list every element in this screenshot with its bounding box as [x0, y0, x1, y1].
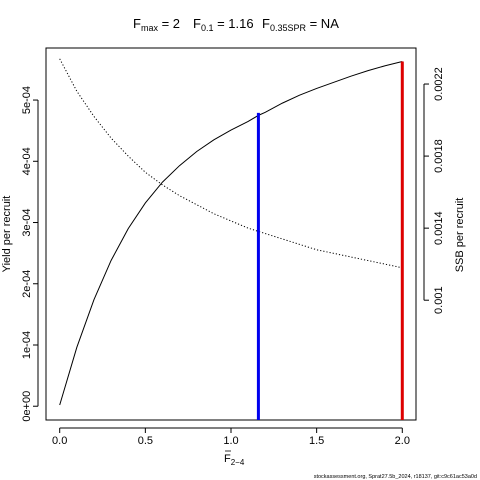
y-axis-label: Yield per recruit: [1, 196, 13, 273]
y-axis-left: 0e+00 1e-04 2e-04 3e-04 4e-04 5e-04: [21, 86, 39, 422]
title-f01: F0.1 = 1.16: [193, 16, 254, 33]
y-axis-right: 0.001 0.0014 0.0018 0.0022: [423, 67, 445, 314]
series-line-ssb-per-recruit: [59, 58, 403, 269]
x-tick-label: 1.5: [309, 435, 324, 447]
x-tick-label: 1.0: [223, 435, 238, 447]
x-axis: 0.0 0.5 1.0 1.5 2.0: [52, 427, 410, 447]
series-line-yield-per-recruit: [59, 60, 403, 406]
plot-area: [59, 58, 404, 420]
title-f035spr: F0.35SPR = NA: [262, 16, 339, 33]
chart-title: Fmax = 2 F0.1 = 1.16 F0.35SPR = NA: [133, 16, 339, 33]
x-tick-label: 0.5: [138, 435, 153, 447]
xlabel-text: F2−4: [224, 453, 245, 467]
x-tick-label: 0.0: [52, 435, 67, 447]
x-tick-label: 2.0: [395, 435, 410, 447]
plot-frame: [45, 47, 417, 421]
y-tick-label: 3e-04: [21, 208, 33, 236]
y-tick-label: 0e+00: [21, 391, 33, 422]
y-tick-label: 2e-04: [21, 270, 33, 298]
y2-tick-label: 0.0014: [433, 211, 445, 245]
y-tick-label: 4e-04: [21, 147, 33, 175]
y-tick-label: 5e-04: [21, 86, 33, 114]
y2-axis-label: SSB per recruit: [454, 198, 466, 273]
y-tick-label: 1e-04: [21, 331, 33, 359]
y2-tick-label: 0.0018: [433, 139, 445, 173]
y2-tick-label: 0.0022: [433, 67, 445, 101]
y2-tick-label: 0.001: [433, 286, 445, 314]
title-fmax: Fmax = 2: [133, 16, 180, 33]
x-axis-label: F2−4: [224, 450, 245, 467]
footer-text: stockassessment.org, Sprat27.5b_2024, r1…: [314, 474, 477, 480]
